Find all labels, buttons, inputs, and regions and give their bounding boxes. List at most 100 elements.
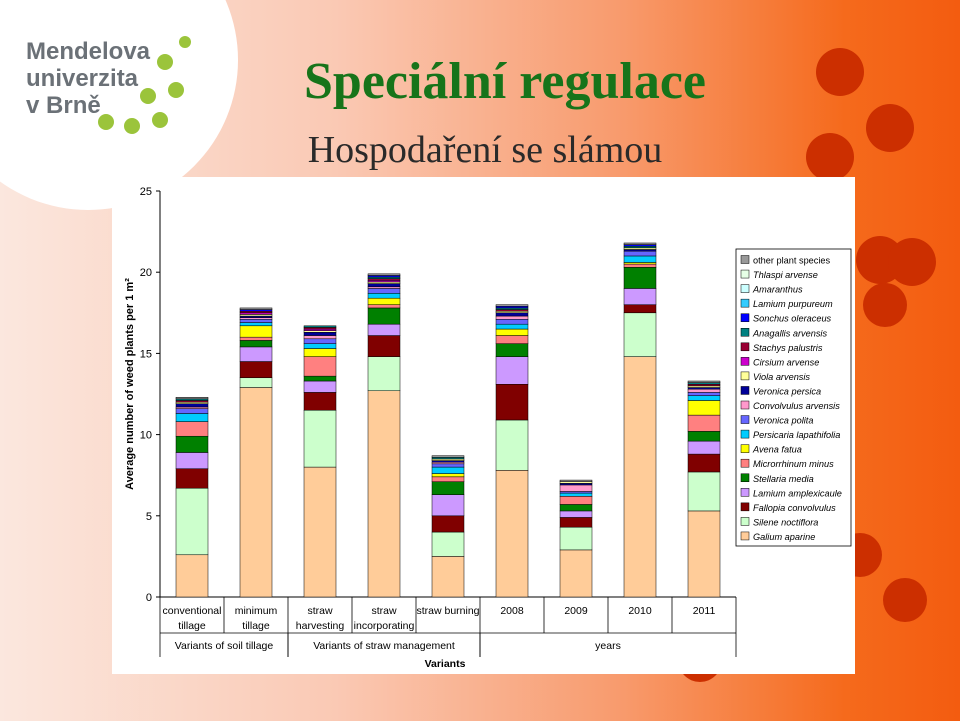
- bar-segment: [687, 431, 721, 442]
- bar-segment: [239, 377, 273, 388]
- bar-segment: [559, 484, 593, 492]
- legend-label: Anagallis arvensis: [752, 328, 827, 338]
- bar-segment: [303, 343, 337, 349]
- bar-segment: [367, 283, 401, 288]
- bar-segment: [495, 328, 529, 336]
- x-tick-label: straw burning: [416, 605, 479, 617]
- bar-segment: [367, 288, 401, 294]
- legend-label: Stellaria media: [753, 474, 814, 484]
- bar-segment: [239, 336, 273, 341]
- legend-label: Veronica polita: [753, 416, 813, 426]
- x-tick-label: 2008: [500, 605, 524, 617]
- bar-segment: [559, 510, 593, 518]
- bar-segment: [559, 496, 593, 505]
- bar-segment: [239, 322, 273, 327]
- bar-segment: [495, 335, 529, 344]
- legend-label: Stachys palustris: [753, 343, 823, 353]
- y-axis-label: Average number of weed plants per 1 m²: [124, 278, 136, 490]
- bar-segment: [431, 494, 465, 517]
- legend-label: Thlaspi arvense: [753, 270, 818, 280]
- bar-segment: [367, 307, 401, 325]
- bar-segment: [495, 323, 529, 330]
- bar-segment: [239, 340, 273, 348]
- bar-segment: [367, 335, 401, 357]
- slide-subtitle: Hospodaření se slámou: [307, 129, 663, 171]
- x-tick-label: tillage: [178, 620, 206, 632]
- logo-dots: [98, 36, 191, 134]
- bar-segment: [239, 387, 273, 598]
- x-tick-label: minimum: [235, 605, 278, 617]
- legend-swatch: [740, 517, 750, 526]
- legend-label: Convolvulus arvensis: [753, 401, 840, 411]
- x-tick-label: tillage: [242, 620, 270, 632]
- x-tick-label: conventional: [163, 605, 222, 617]
- legend-label: Persicaria lapathifolia: [753, 430, 840, 440]
- bar-segment: [623, 255, 657, 263]
- bar-segment: [687, 414, 721, 432]
- bar-segment: [303, 332, 337, 336]
- bar-segment: [431, 455, 465, 458]
- bar-segment: [687, 380, 721, 383]
- y-tick-label: 10: [140, 430, 152, 442]
- bar-segment: [431, 515, 465, 533]
- bar-segment: [367, 297, 401, 305]
- bar-segment: [175, 468, 209, 489]
- bar-segment: [431, 531, 465, 557]
- bar-segment: [303, 409, 337, 468]
- legend-swatch: [740, 328, 750, 337]
- logo-line: Mendelova: [26, 38, 151, 65]
- legend-label: Avena fatua: [752, 445, 802, 455]
- bar-segment: [687, 471, 721, 512]
- bar-segment: [687, 400, 721, 416]
- bar-segment: [175, 435, 209, 453]
- bar-segment: [303, 335, 337, 340]
- bar-segment: [175, 396, 209, 400]
- bar-segment: [495, 356, 529, 385]
- y-tick-label: 0: [146, 592, 152, 604]
- x-tick-label: 2011: [693, 605, 716, 617]
- bar-segment: [303, 338, 337, 344]
- bar-segment: [303, 375, 337, 382]
- bar-segment: [431, 463, 465, 468]
- bar-segment: [239, 346, 273, 362]
- logo-line: v Brně: [26, 92, 101, 119]
- logo-line: univerzita: [26, 65, 139, 92]
- bar-segment: [367, 356, 401, 392]
- legend-label: Sonchus oleraceus: [753, 314, 832, 324]
- bar-segment: [367, 304, 401, 309]
- legend-swatch: [740, 284, 750, 293]
- bar-segment: [495, 419, 529, 471]
- legend-box: [735, 248, 852, 547]
- bar-segment: [623, 267, 657, 289]
- bar-segment: [303, 356, 337, 377]
- bar-segment: [495, 384, 529, 421]
- bar-segment: [559, 492, 593, 497]
- legend-label: Veronica persica: [753, 386, 821, 396]
- bar-segment: [687, 388, 721, 393]
- bar-segment: [175, 403, 209, 408]
- x-tick-label: harvesting: [296, 620, 345, 632]
- bar-segment: [175, 487, 209, 556]
- logo-white-circle: [0, 0, 238, 210]
- x-tick-label: incorporating: [354, 620, 415, 632]
- bar-segment: [687, 395, 721, 401]
- legend-swatch: [740, 255, 750, 264]
- bar-segment: [175, 554, 209, 598]
- bar-segment: [303, 466, 337, 598]
- bar-segment: [559, 517, 593, 528]
- slide-title: Speciální regulace: [303, 53, 706, 110]
- legend-swatch: [740, 298, 750, 308]
- bar-segment: [175, 408, 209, 414]
- bar-segment: [367, 323, 401, 336]
- bar-segment: [239, 361, 273, 379]
- group-label: Variants of straw management: [313, 640, 455, 652]
- bar-segment: [239, 307, 273, 310]
- bar-segment: [495, 315, 529, 320]
- chart-background: [112, 177, 855, 674]
- x-axis-label: Variants: [425, 658, 466, 670]
- bar-segment: [367, 273, 401, 276]
- legend-label: Galium aparine: [753, 532, 815, 542]
- x-tick-label: straw: [307, 605, 333, 617]
- group-label: Variants of soil tillage: [175, 640, 274, 652]
- bar-segment: [431, 476, 465, 482]
